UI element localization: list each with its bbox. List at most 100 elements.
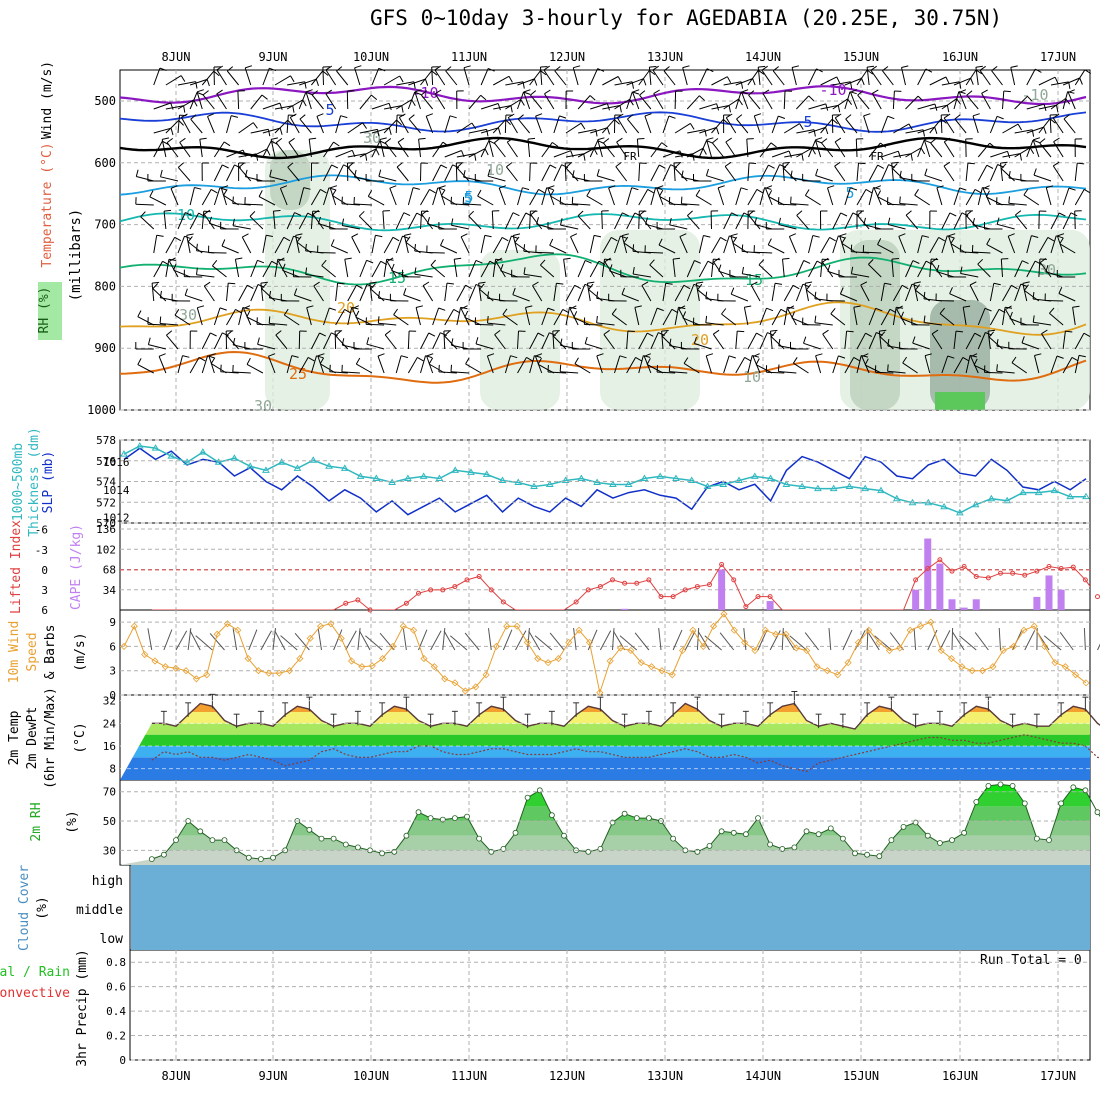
surface-wind-barb xyxy=(549,632,565,651)
wind-barb xyxy=(395,212,405,230)
wind-barb xyxy=(820,237,831,254)
wind-tick-label: 6 xyxy=(109,640,116,653)
wind-speed-marker xyxy=(823,667,831,675)
surface-wind-barb xyxy=(402,628,407,651)
wind-barb-flag xyxy=(527,137,536,140)
wind-barb-flag xyxy=(1043,126,1047,134)
rh-shading xyxy=(270,150,310,210)
wind-barb-flag xyxy=(479,283,485,290)
wind-barb-flag xyxy=(414,89,422,93)
wind-barb xyxy=(233,225,251,230)
wind-barb xyxy=(878,331,882,350)
wind-barb xyxy=(480,140,490,158)
cape-bar xyxy=(924,538,932,610)
wind-barb-flag xyxy=(261,283,267,290)
thickness-marker xyxy=(467,468,475,475)
wind-barb-flag xyxy=(891,258,899,260)
wind-barb xyxy=(529,162,531,182)
wind-barb xyxy=(1074,163,1078,182)
wind-barb-flag xyxy=(306,305,314,309)
wind-barb xyxy=(984,371,1003,374)
wind-barb xyxy=(638,70,650,86)
wind-barb xyxy=(527,139,531,158)
wind-barb xyxy=(407,330,410,350)
wind-barb-flag xyxy=(389,185,397,189)
wind-barb xyxy=(246,316,264,326)
rh-marker xyxy=(876,853,883,860)
cape-bar xyxy=(766,601,774,610)
wind-speed-marker xyxy=(348,657,356,665)
cloud-unit-label: (%) xyxy=(35,896,50,919)
wind-barb xyxy=(687,215,700,230)
wind-barb xyxy=(213,307,221,326)
wind-barb xyxy=(306,307,312,326)
wind-barb xyxy=(990,150,1008,158)
wind-barb-flag xyxy=(530,210,537,216)
wind-barb xyxy=(136,176,154,182)
wind-barb xyxy=(597,175,615,182)
thickness-marker xyxy=(356,472,365,479)
wind-speed-marker xyxy=(389,642,397,650)
wind-barb xyxy=(371,102,390,110)
contour-label: -10 xyxy=(1021,86,1048,104)
wind-barb-flag xyxy=(930,138,937,144)
wind-barb xyxy=(650,142,663,158)
thickness-marker xyxy=(325,462,333,469)
wind-barb xyxy=(353,203,373,206)
wind-barb xyxy=(323,141,334,158)
wind-barb xyxy=(1050,212,1060,230)
wind-barb xyxy=(541,164,551,182)
wind-barb-flag xyxy=(203,210,211,213)
rh-marker xyxy=(1070,784,1077,791)
wind-barb-flag xyxy=(196,89,204,93)
wind-barb xyxy=(669,224,688,230)
wind-barb-flag xyxy=(513,233,521,236)
wind-barb xyxy=(220,371,239,374)
wind-barb xyxy=(941,212,951,230)
thickness-marker xyxy=(419,472,428,479)
wind-barb-flag xyxy=(1007,151,1011,159)
wind-barb-flag xyxy=(946,105,950,113)
wind-barb-flag xyxy=(679,150,683,158)
wind-barb-flag xyxy=(183,105,186,113)
wind-barb-flag xyxy=(219,307,227,311)
wind-barb-flag xyxy=(768,164,775,169)
wind-barb xyxy=(298,357,309,374)
rh-band xyxy=(120,821,1090,836)
wind-barb xyxy=(414,273,433,278)
wind-barb xyxy=(1038,104,1057,110)
wind-barb xyxy=(422,285,434,302)
wind-barb-flag xyxy=(174,236,182,242)
wind-barb-flag xyxy=(523,267,526,275)
thickness-marker xyxy=(1003,496,1012,504)
wind-barb xyxy=(626,187,633,206)
wind-barb-flag xyxy=(900,311,904,319)
wind-barb-flag xyxy=(866,69,874,75)
wind-barb xyxy=(687,147,704,158)
lifted-index-cape-panel xyxy=(120,528,1100,613)
wind-barb xyxy=(681,203,700,206)
wind-barb-flag xyxy=(816,68,823,73)
wind-barb-flag xyxy=(317,353,325,357)
wind-barb xyxy=(870,70,882,86)
wind-barb-flag xyxy=(351,233,359,238)
wind-barb-flag xyxy=(925,68,933,73)
wind-barb-flag xyxy=(596,315,598,323)
wind-barb xyxy=(590,103,608,110)
wind-barb-flag xyxy=(706,353,714,357)
wind-barb xyxy=(991,70,1003,86)
wind-barb xyxy=(238,166,252,182)
wind-barb xyxy=(657,371,676,374)
wind-barb xyxy=(977,187,983,206)
surface-wind-barb xyxy=(260,630,272,651)
wind-barb-flag xyxy=(517,114,524,120)
wind-barb xyxy=(723,81,742,86)
wind-barb xyxy=(834,141,846,158)
wind-barb-flag xyxy=(783,163,789,169)
thickness-marker xyxy=(577,474,586,481)
wind-barb xyxy=(137,364,154,374)
wind-barb-flag xyxy=(307,356,315,362)
wind-barb-flag xyxy=(681,170,684,178)
wind-barb xyxy=(465,363,482,374)
wind-barb xyxy=(550,195,567,206)
